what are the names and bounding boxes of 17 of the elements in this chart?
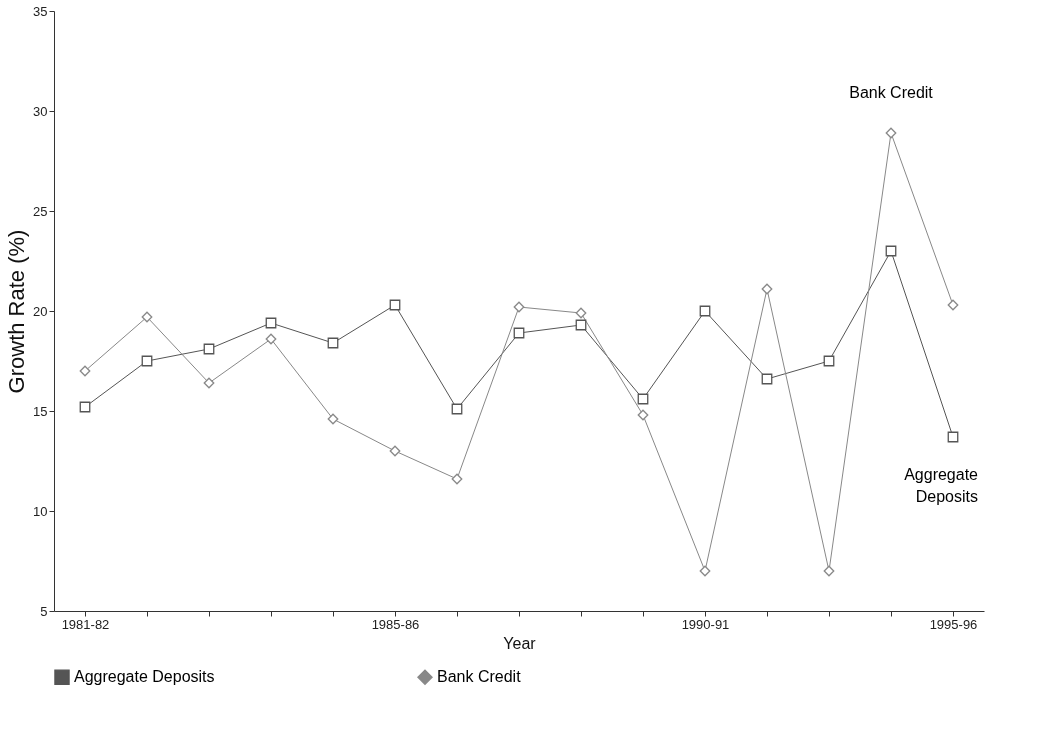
x-axis-title: Year bbox=[503, 634, 537, 652]
y-tick-label: 25 bbox=[33, 203, 48, 219]
annotation: Aggregate Deposits bbox=[904, 466, 979, 505]
x-tick-label: 1995-96 bbox=[929, 616, 978, 632]
y-tick-label: 10 bbox=[33, 503, 48, 519]
y-tick-label: 20 bbox=[33, 303, 48, 319]
y-tick-label: 5 bbox=[40, 603, 48, 619]
x-tick-label: 1985-86 bbox=[371, 616, 420, 632]
x-tick-label: 1981-82 bbox=[61, 616, 110, 632]
y-tick-label: 30 bbox=[33, 103, 48, 119]
y-tick-label: 35 bbox=[33, 3, 48, 19]
legend-label: Aggregate Deposits bbox=[74, 668, 215, 686]
y-tick-label: 15 bbox=[33, 403, 48, 419]
annotation: Bank Credit bbox=[849, 84, 934, 101]
x-tick-label: 1990-91 bbox=[681, 616, 730, 632]
y-axis-title: Growth Rate (%) bbox=[4, 229, 30, 394]
legend-label: Bank Credit bbox=[437, 668, 522, 686]
